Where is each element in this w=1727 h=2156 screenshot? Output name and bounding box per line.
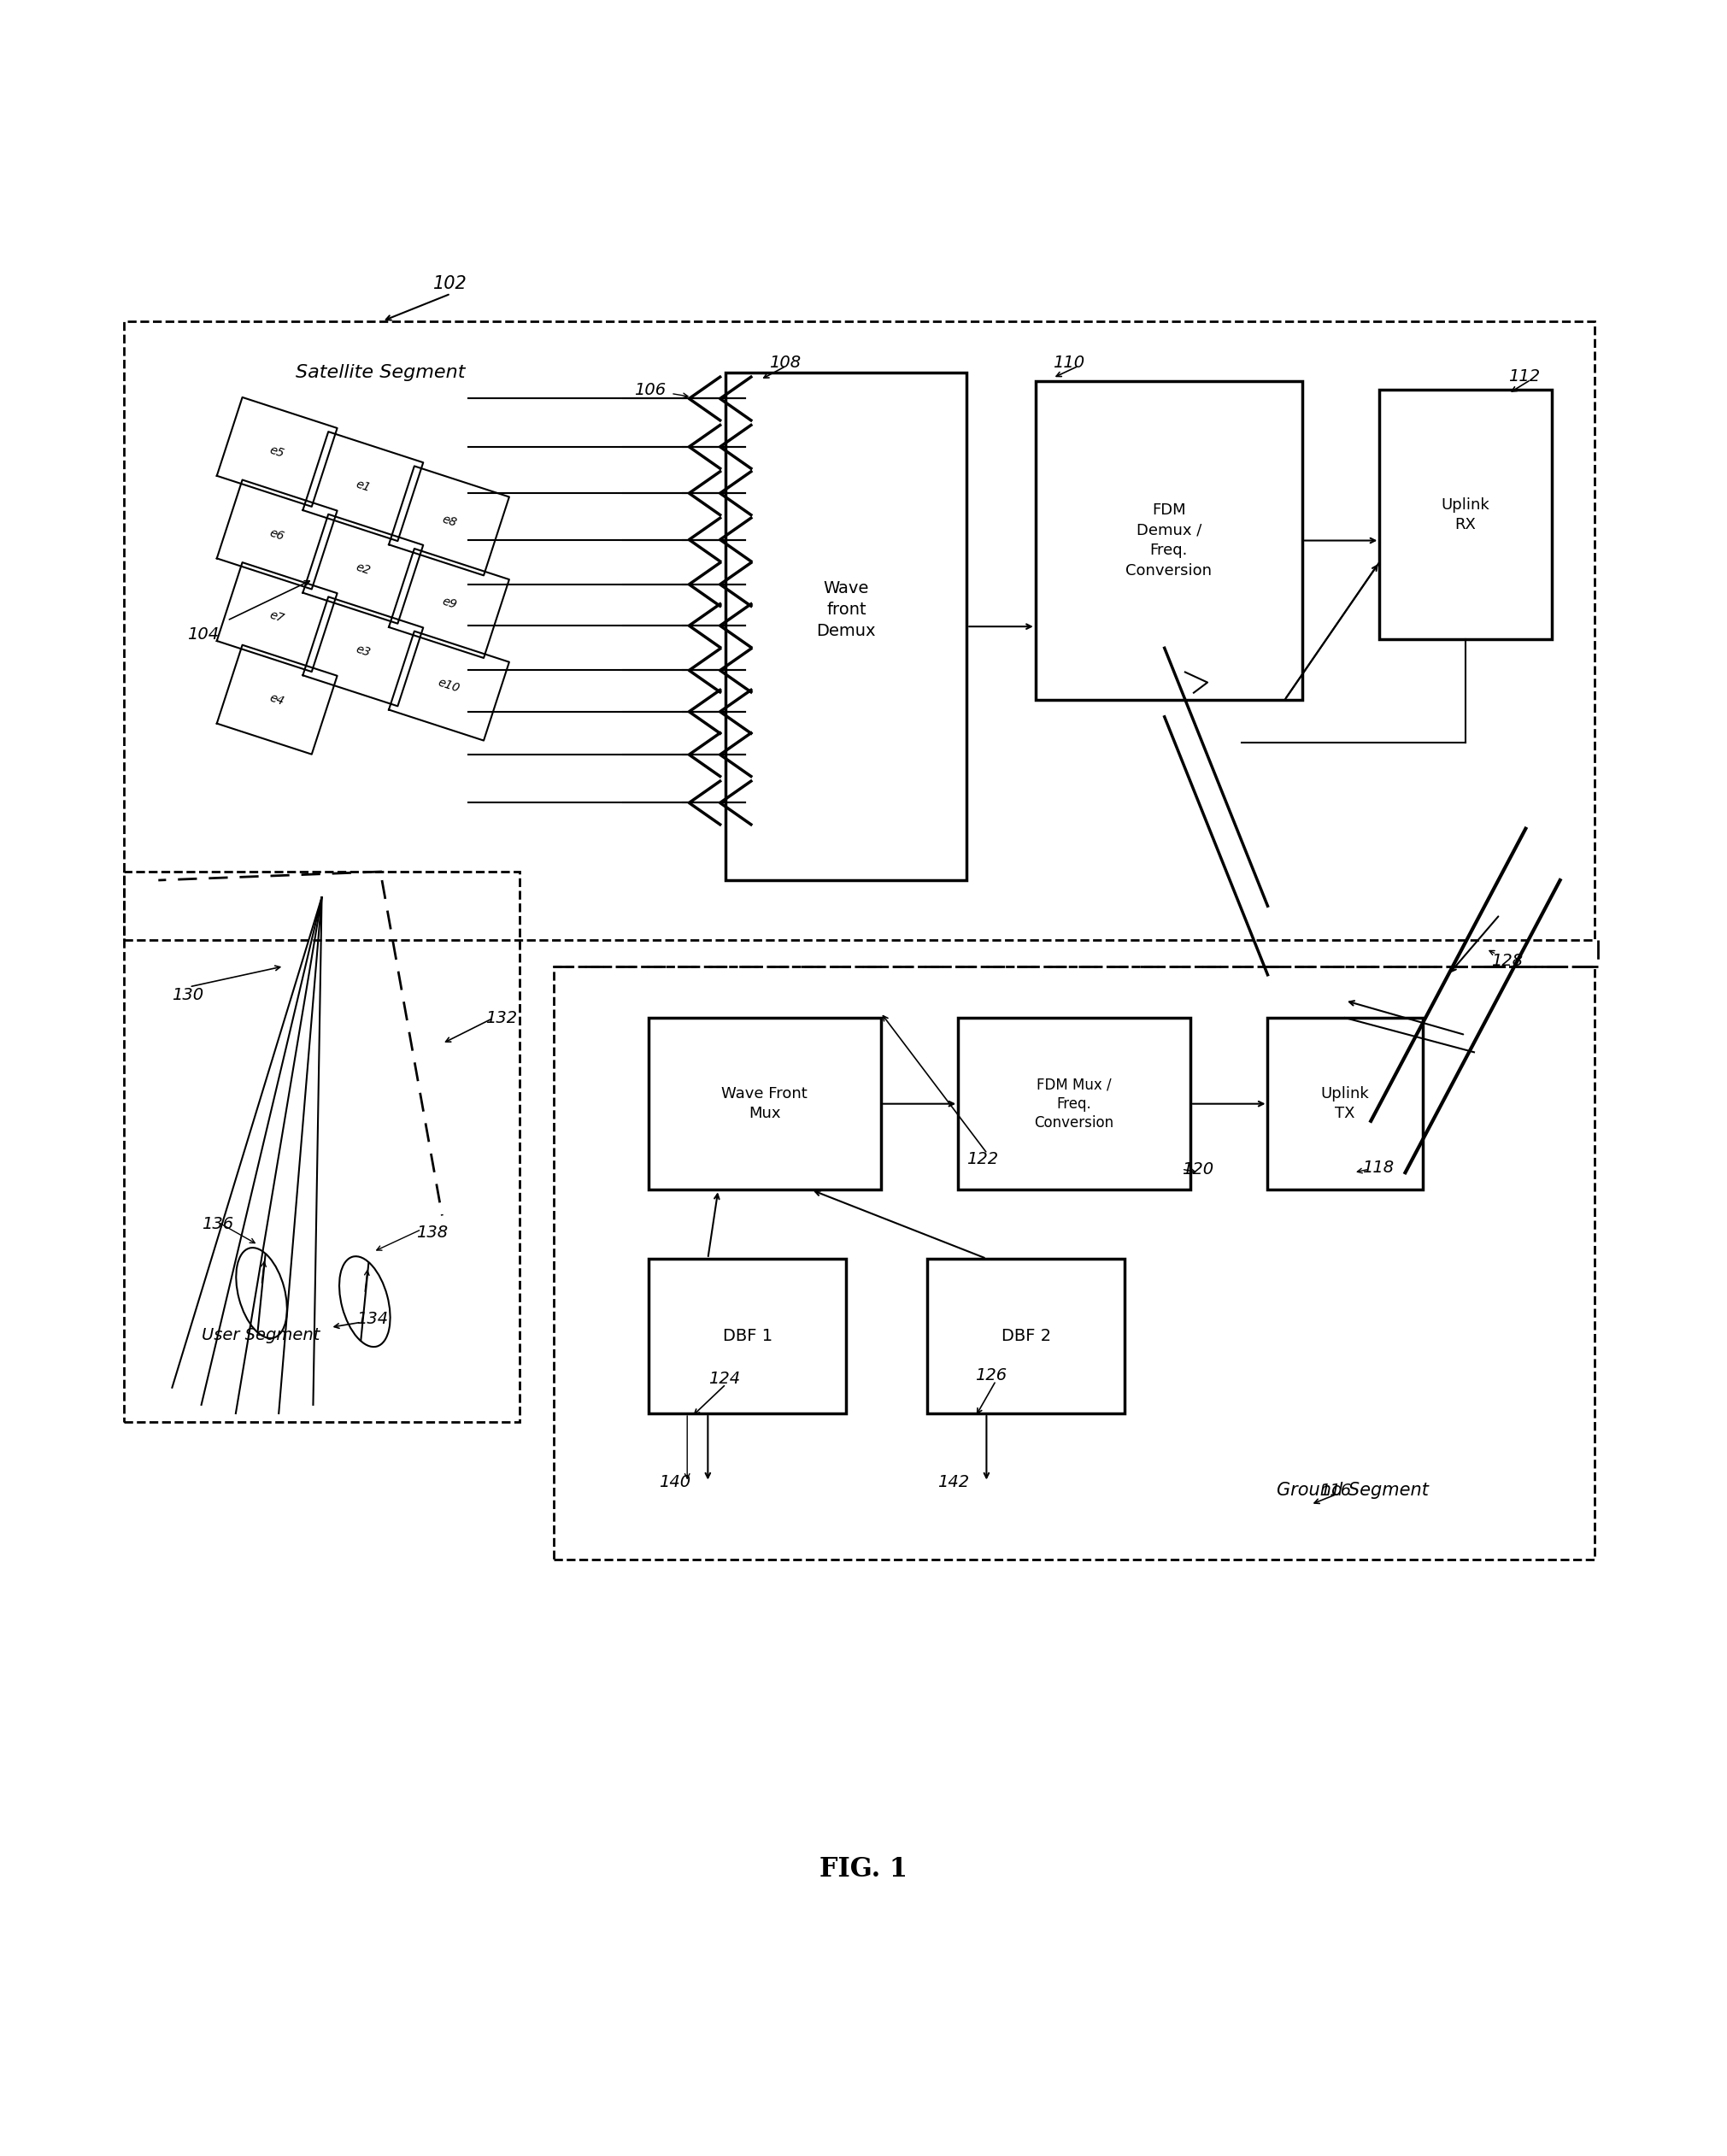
- Text: 110: 110: [1053, 354, 1085, 371]
- Text: e4: e4: [268, 692, 287, 707]
- Text: e8: e8: [440, 513, 458, 528]
- FancyBboxPatch shape: [725, 373, 967, 880]
- Text: 126: 126: [976, 1367, 1007, 1384]
- Text: e9: e9: [440, 595, 458, 612]
- Text: 138: 138: [416, 1225, 447, 1242]
- Text: e6: e6: [268, 526, 287, 543]
- Text: Wave
front
Demux: Wave front Demux: [817, 580, 876, 638]
- Text: Wave Front
Mux: Wave Front Mux: [722, 1087, 808, 1121]
- Text: DBF 2: DBF 2: [1002, 1328, 1050, 1343]
- FancyBboxPatch shape: [1268, 1018, 1423, 1190]
- Text: e7: e7: [268, 610, 287, 625]
- Text: Satellite Segment: Satellite Segment: [295, 364, 466, 382]
- Text: 118: 118: [1363, 1160, 1394, 1175]
- Text: Uplink
TX: Uplink TX: [1321, 1087, 1370, 1121]
- Text: FDM Mux /
Freq.
Conversion: FDM Mux / Freq. Conversion: [1034, 1078, 1114, 1130]
- Text: e3: e3: [354, 642, 371, 660]
- Text: 116: 116: [1319, 1483, 1351, 1498]
- Text: e2: e2: [354, 561, 371, 578]
- FancyBboxPatch shape: [649, 1018, 881, 1190]
- Text: FDM
Demux /
Freq.
Conversion: FDM Demux / Freq. Conversion: [1126, 502, 1212, 578]
- Text: 106: 106: [634, 382, 665, 399]
- Text: e1: e1: [354, 479, 371, 494]
- Text: 120: 120: [1181, 1162, 1214, 1177]
- Text: 124: 124: [708, 1371, 741, 1386]
- FancyBboxPatch shape: [1036, 382, 1302, 699]
- Text: Ground Segment: Ground Segment: [1276, 1481, 1428, 1498]
- Text: 128: 128: [1490, 953, 1523, 970]
- Text: 102: 102: [433, 274, 468, 291]
- Text: 130: 130: [173, 987, 204, 1003]
- FancyBboxPatch shape: [649, 1259, 846, 1414]
- FancyBboxPatch shape: [958, 1018, 1190, 1190]
- Text: Uplink
RX: Uplink RX: [1442, 498, 1490, 533]
- Text: e5: e5: [268, 444, 287, 459]
- Text: 142: 142: [938, 1475, 969, 1490]
- FancyBboxPatch shape: [1380, 390, 1551, 640]
- Text: 132: 132: [485, 1009, 516, 1026]
- Text: 112: 112: [1508, 369, 1540, 384]
- Text: DBF 1: DBF 1: [722, 1328, 772, 1343]
- Text: 122: 122: [967, 1151, 998, 1166]
- Text: FIG. 1: FIG. 1: [820, 1856, 907, 1882]
- FancyBboxPatch shape: [927, 1259, 1124, 1414]
- Text: 134: 134: [356, 1311, 389, 1326]
- Text: e10: e10: [437, 677, 461, 694]
- Text: 108: 108: [769, 354, 801, 371]
- Text: 140: 140: [660, 1475, 691, 1490]
- Text: 104: 104: [188, 625, 219, 642]
- Text: User Segment: User Segment: [202, 1328, 319, 1343]
- Text: 136: 136: [202, 1216, 233, 1233]
